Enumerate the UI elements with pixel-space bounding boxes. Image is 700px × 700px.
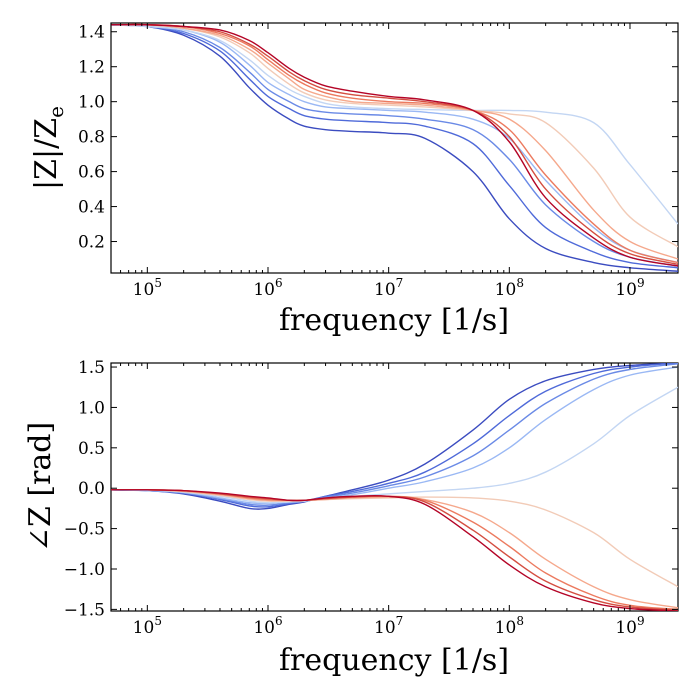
phase-y-tick-label: 1.0 — [78, 398, 105, 418]
magnitude-y-tick-label: 0.2 — [78, 233, 105, 253]
phase-x-tick-label: 109 — [615, 614, 644, 638]
magnitude-y-tick-label: 1.0 — [78, 93, 105, 113]
magnitude-x-tick-label: 106 — [253, 276, 282, 300]
phase-y-tick-label: −1.0 — [64, 560, 105, 580]
phase-x-tick-label: 106 — [253, 614, 282, 638]
magnitude-series-line-2 — [111, 24, 678, 269]
phase-plot-frame — [110, 362, 679, 612]
magnitude-series-group — [111, 23, 678, 272]
phase-series-line-10 — [111, 489, 678, 611]
phase-series-line-7 — [111, 489, 678, 609]
magnitude-y-axis-label: |Z|/Ze — [29, 106, 68, 190]
phase-tick-group: 105 106 107 108 109 −1.5 −1.0 −0.5 0.0 0.5 1.0 1.5 — [64, 358, 678, 638]
magnitude-series-line-6 — [111, 23, 678, 248]
phase-x-tick-label: 105 — [133, 614, 162, 638]
magnitude-tick-group: 105 106 107 108 109 0.2 0.4 0.6 0.8 1.0 1.2 1.4 — [78, 23, 678, 300]
phase-series-line-2 — [111, 363, 678, 508]
magnitude-x-tick-label: 108 — [495, 276, 524, 300]
phase-series-line-6 — [111, 489, 678, 588]
magnitude-x-tick-label: 105 — [133, 276, 162, 300]
magnitude-series-line-7 — [111, 23, 678, 260]
phase-series-line-4 — [111, 366, 678, 505]
phase-series-line-9 — [111, 489, 678, 611]
magnitude-y-tick-label: 0.8 — [78, 128, 105, 148]
magnitude-y-axis-label-subscript: e — [44, 106, 68, 118]
phase-y-tick-label: −1.5 — [64, 600, 105, 620]
magnitude-series-line-9 — [111, 23, 678, 265]
phase-series-line-1 — [111, 363, 678, 510]
phase-y-tick-label: 0.0 — [78, 479, 105, 499]
magnitude-y-tick-label: 1.4 — [78, 23, 105, 43]
magnitude-plot-frame — [110, 22, 679, 274]
phase-series-group — [111, 363, 678, 611]
phase-series-line-3 — [111, 363, 678, 507]
magnitude-x-axis-label: frequency [1/s] — [279, 303, 509, 338]
magnitude-series-line-10 — [111, 23, 678, 267]
magnitude-y-tick-label: 0.4 — [78, 198, 105, 218]
phase-y-tick-label: 0.5 — [78, 439, 105, 459]
phase-y-tick-label: −0.5 — [64, 520, 105, 540]
magnitude-series-line-3 — [111, 24, 678, 267]
magnitude-y-tick-label: 0.6 — [78, 163, 105, 183]
magnitude-x-tick-label: 107 — [374, 276, 403, 300]
magnitude-x-tick-label: 109 — [615, 276, 644, 300]
phase-series-line-8 — [111, 489, 678, 611]
phase-y-axis-label: ∠Z [rad] — [23, 422, 58, 552]
magnitude-series-line-1 — [111, 24, 678, 272]
magnitude-y-axis-label-main: |Z|/Z — [29, 118, 64, 190]
phase-x-axis-label: frequency [1/s] — [279, 643, 509, 678]
magnitude-series-line-4 — [111, 24, 678, 264]
phase-x-tick-label: 108 — [495, 614, 524, 638]
magnitude-series-line-8 — [111, 23, 678, 264]
phase-y-tick-label: 1.5 — [78, 358, 105, 378]
phase-x-tick-label: 107 — [374, 614, 403, 638]
magnitude-panel: 105 106 107 108 109 0.2 0.4 0.6 0.8 1.0 1.2 1.4 fre… — [29, 22, 679, 338]
magnitude-series-line-5 — [111, 24, 678, 225]
phase-panel: 105 106 107 108 109−1.5−1.0−0.50.00.51.01.5 … — [23, 358, 679, 678]
magnitude-y-tick-label: 1.2 — [78, 58, 105, 78]
phase-series-line-5 — [111, 386, 678, 504]
